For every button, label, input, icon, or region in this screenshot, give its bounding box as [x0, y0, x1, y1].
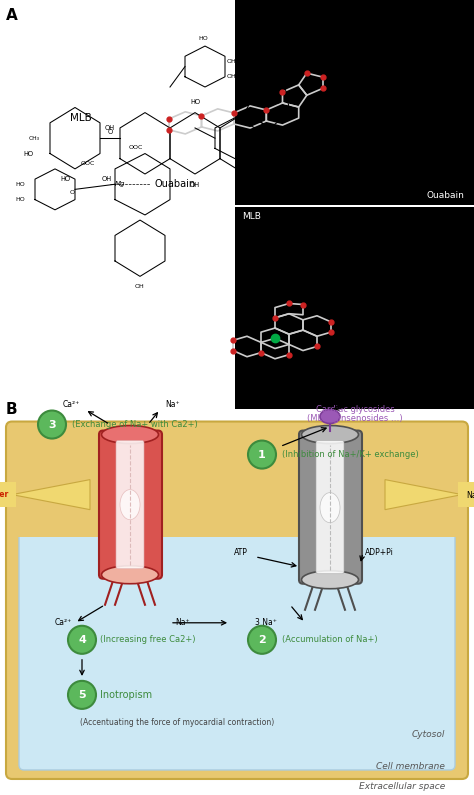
- Polygon shape: [385, 479, 462, 510]
- Text: OOC: OOC: [81, 161, 95, 166]
- Text: 1: 1: [258, 449, 266, 460]
- Text: Ca²⁺: Ca²⁺: [55, 619, 72, 627]
- Text: (Accumulation of Na+): (Accumulation of Na+): [282, 635, 378, 644]
- Text: OH: OH: [227, 74, 237, 80]
- Text: Ouabain: Ouabain: [155, 179, 196, 189]
- Text: O: O: [70, 190, 75, 195]
- Text: MLB: MLB: [70, 113, 92, 122]
- Text: Ouabain: Ouabain: [426, 191, 464, 200]
- Text: (Accentuating the force of myocardial contraction): (Accentuating the force of myocardial co…: [80, 719, 274, 727]
- Text: (MLB, ginsenosides …): (MLB, ginsenosides …): [307, 413, 403, 422]
- FancyBboxPatch shape: [316, 440, 344, 574]
- Text: HO: HO: [15, 197, 25, 202]
- Text: Na⁺: Na⁺: [175, 619, 190, 627]
- Text: OH: OH: [240, 99, 250, 104]
- Text: HO: HO: [24, 150, 34, 157]
- Text: OH: OH: [135, 284, 145, 289]
- Polygon shape: [12, 479, 90, 510]
- Text: OH: OH: [227, 59, 237, 64]
- FancyBboxPatch shape: [6, 421, 468, 779]
- Text: Mg: Mg: [115, 181, 125, 188]
- Text: 2 K⁺: 2 K⁺: [405, 393, 421, 402]
- Text: OOC: OOC: [128, 145, 143, 150]
- Text: OH: OH: [102, 176, 112, 182]
- Text: Cardiac glycosides: Cardiac glycosides: [316, 405, 394, 413]
- FancyBboxPatch shape: [19, 520, 455, 770]
- Ellipse shape: [320, 493, 340, 522]
- Text: Inotropism: Inotropism: [100, 690, 152, 700]
- Circle shape: [38, 410, 66, 439]
- Text: Extracellular space: Extracellular space: [359, 782, 445, 792]
- Text: OH: OH: [190, 182, 200, 188]
- Text: Na+/Ca2+ exchanger: Na+/Ca2+ exchanger: [0, 491, 8, 499]
- Text: MLB: MLB: [242, 212, 261, 221]
- Text: (Inhibition of Na+/K+ exchange): (Inhibition of Na+/K+ exchange): [282, 450, 419, 459]
- Bar: [235, 207, 474, 409]
- Text: 2: 2: [258, 634, 266, 645]
- Ellipse shape: [120, 490, 140, 520]
- Text: Na⁺: Na⁺: [165, 400, 180, 409]
- Text: O: O: [108, 129, 113, 135]
- Text: Cell membrane: Cell membrane: [376, 762, 445, 771]
- Text: OH: OH: [257, 146, 267, 151]
- Text: Na+/K+-ATPase: Na+/K+-ATPase: [466, 491, 474, 499]
- Text: 4: 4: [78, 634, 86, 645]
- Text: Ca²⁺: Ca²⁺: [63, 400, 80, 409]
- Bar: [235, 0, 474, 205]
- Ellipse shape: [101, 425, 158, 444]
- Text: OH: OH: [105, 125, 115, 131]
- Ellipse shape: [301, 571, 358, 589]
- Text: 3 Na⁺: 3 Na⁺: [255, 619, 277, 627]
- Circle shape: [248, 626, 276, 653]
- Ellipse shape: [101, 566, 158, 584]
- Circle shape: [248, 440, 276, 468]
- Text: H₃C: H₃C: [268, 100, 280, 106]
- Text: 5: 5: [78, 690, 86, 700]
- Text: OH: OH: [240, 182, 250, 188]
- Bar: [12, 452, 462, 537]
- Text: ATP: ATP: [234, 549, 248, 557]
- Text: HO: HO: [190, 99, 200, 106]
- Circle shape: [68, 626, 96, 653]
- Ellipse shape: [320, 409, 340, 424]
- FancyBboxPatch shape: [116, 440, 144, 568]
- Text: OH: OH: [272, 159, 282, 165]
- Text: O: O: [314, 48, 320, 54]
- Text: 3: 3: [48, 420, 56, 429]
- Text: HO: HO: [15, 182, 25, 187]
- Text: A: A: [6, 8, 18, 23]
- Circle shape: [68, 681, 96, 709]
- Text: HO: HO: [198, 36, 208, 41]
- Text: B: B: [6, 401, 18, 417]
- Text: HO: HO: [60, 176, 70, 182]
- FancyBboxPatch shape: [99, 431, 162, 579]
- FancyBboxPatch shape: [299, 431, 362, 584]
- Text: (Increasing free Ca2+): (Increasing free Ca2+): [100, 635, 195, 644]
- Ellipse shape: [301, 425, 358, 444]
- Text: ADP+Pi: ADP+Pi: [365, 549, 394, 557]
- Text: OH: OH: [257, 130, 267, 136]
- Text: (Exchange of Na+ with Ca2+): (Exchange of Na+ with Ca2+): [72, 420, 198, 429]
- Text: CH₃: CH₃: [29, 136, 40, 141]
- Text: Cytosol: Cytosol: [411, 731, 445, 739]
